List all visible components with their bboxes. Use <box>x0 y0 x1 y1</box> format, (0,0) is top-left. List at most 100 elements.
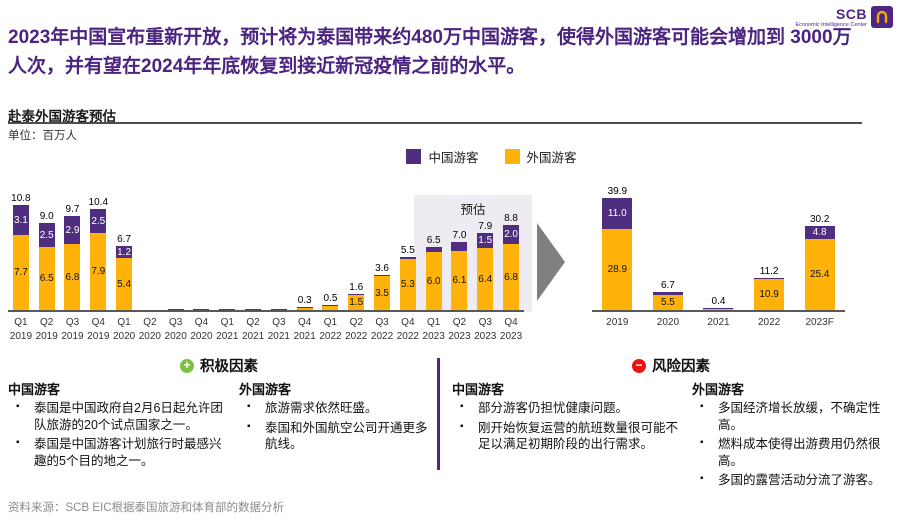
x-axis-label: Q2 2020 <box>138 317 161 342</box>
risk-factor-columns: 中国游客 部分游客仍担忧健康问题。 刚开始恢复运营的航班数量很可能不足以满足初期… <box>452 379 890 492</box>
bar-Q4-2022: 5.5 5.3 <box>395 245 421 310</box>
risk-foreign-column: 外国游客 多国经济增长放缓，不确定性高。 燃料成本使得出游费用仍然很高。 多国的… <box>692 379 890 492</box>
factors-divider <box>437 358 440 470</box>
list-item: 燃料成本使得出游费用仍然很高。 <box>692 436 890 469</box>
segment-foreign <box>296 308 313 310</box>
risk-factors-heading: 风险因素 <box>652 359 710 375</box>
segment-foreign: 3.5 <box>374 276 391 310</box>
x-axis-label: Q3 2019 <box>61 317 84 342</box>
forecast-label: 预估 <box>460 203 486 217</box>
segment-foreign: 6.4 <box>477 248 494 310</box>
x-axis-label: Q1 2019 <box>9 317 33 342</box>
bar-2020: 6.7 5.5 <box>643 280 694 310</box>
source-note: 资料来源：SCB EIC根据泰国旅游和体育部的数据分析 <box>8 502 285 514</box>
annual-bars: 39.9 11.0 28.9 6.7 5.5 0.4 11.2 10.9 30.2 4.8 25.4 <box>592 186 845 312</box>
risk-factors-header: 风险因素 <box>452 355 890 376</box>
bar-Q2-2019: 9.0 2.5 6.5 <box>34 211 60 310</box>
segment-foreign: 10.9 <box>754 279 785 310</box>
x-axis-label: Q3 2021 <box>267 317 290 342</box>
bar-total-label: 7.0 <box>452 230 467 241</box>
scb-emblem-icon <box>871 6 893 28</box>
bar-total-label: 39.9 <box>607 186 628 197</box>
positive-china-list: 泰国是中国政府自2月6日起允许团队旅游的20个试点国家之一。 泰国是中国游客计划… <box>8 400 233 469</box>
x-axis-label: Q2 2023 <box>448 317 471 342</box>
segment-foreign: 5.4 <box>116 258 133 310</box>
legend-label-foreign: 外国游客 <box>526 151 577 165</box>
segment-china: 1.5 <box>477 233 494 248</box>
positive-foreign-column: 外国游客 旅游需求依然旺盛。 泰国和外国航空公司开通更多航线。 <box>239 379 430 472</box>
segment-china <box>219 309 236 310</box>
segment-foreign: 6.5 <box>38 247 55 310</box>
headline: 2023年中国宣布重新开放，预计将为泰国带来约480万中国游客，使得外国游客可能… <box>8 27 852 77</box>
bar-Q1-2019: 10.8 3.1 7.7 <box>8 193 34 310</box>
x-axis-label: Q4 2020 <box>190 317 213 342</box>
segment-china: 2.0 <box>503 225 520 244</box>
bar-Q3-2023: 7.9 1.5 6.4 <box>472 221 498 310</box>
quarterly-x-axis: Q1 2019 Q2 2019 Q3 2019 Q4 2019 Q1 2020 Q2 2020 Q3 20… <box>8 316 524 344</box>
segment-china <box>167 309 184 310</box>
segment-china <box>754 278 785 279</box>
risk-china-list: 部分游客仍担忧健康问题。 刚开始恢复运营的航班数量很可能不足以满足初期阶段的出行… <box>452 400 684 453</box>
bar-total-label: 6.5 <box>426 235 441 246</box>
annual-stacked-bar-chart: 39.9 11.0 28.9 6.7 5.5 0.4 11.2 10.9 30.2 4.8 25.4… <box>592 186 845 330</box>
positive-factors-panel: 积极因素 中国游客 泰国是中国政府自2月6日起允许团队旅游的20个试点国家之一。… <box>8 355 430 472</box>
bar-total-label: 0.4 <box>711 296 726 307</box>
logo-subtitle: Economic Intelligence Center <box>795 21 867 28</box>
bar-Q4-2023: 8.8 2.0 6.8 <box>498 213 524 310</box>
bar-Q4-2019: 10.4 2.5 7.9 <box>85 197 111 310</box>
x-axis-label: Q4 2021 <box>293 317 316 342</box>
bar-total-label: 6.7 <box>660 280 675 291</box>
scb-eic-logo: SCB Economic Intelligence Center <box>795 6 893 28</box>
segment-china <box>296 307 313 308</box>
list-item: 泰国和外国航空公司开通更多航线。 <box>239 420 430 453</box>
bar-Q3-2021 <box>266 309 292 310</box>
bar-2019: 39.9 11.0 28.9 <box>592 186 643 310</box>
bar-total-label: 8.8 <box>504 213 518 224</box>
segment-foreign <box>322 306 339 310</box>
segment-foreign: 28.9 <box>602 229 633 310</box>
plus-circle-icon <box>180 358 194 373</box>
segment-china: 4.8 <box>804 226 835 239</box>
list-item: 旅游需求依然旺盛。 <box>239 400 430 417</box>
bar-Q2-2021 <box>240 309 266 310</box>
bar-total-label: 11.2 <box>759 266 779 277</box>
segment-china: 3.1 <box>12 205 29 235</box>
legend-item-foreign: 外国游客 <box>504 147 577 166</box>
logo-scb-label: SCB <box>835 5 867 22</box>
unit-label: 单位：百万人 <box>8 130 77 142</box>
segment-china <box>322 305 339 306</box>
bar-Q2-2022: 1.6 1.5 <box>343 282 369 310</box>
x-axis-label: Q3 2022 <box>370 317 394 342</box>
segment-china: 2.5 <box>38 223 55 247</box>
bar-total-label: 6.7 <box>117 234 132 245</box>
annual-x-axis: 2019 2020 2021 2022 2023F <box>592 316 845 330</box>
chart-legend: 中国游客 外国游客 <box>40 147 903 166</box>
bar-Q3-2020 <box>163 309 189 310</box>
bar-2021: 0.4 <box>693 296 744 310</box>
positive-china-heading: 中国游客 <box>8 382 61 397</box>
positive-factors-heading: 积极因素 <box>200 359 258 375</box>
segment-china <box>425 247 442 252</box>
x-axis-label: Q1 2021 <box>216 317 239 342</box>
list-item: 多国的露营活动分流了游客。 <box>692 472 890 489</box>
bar-total-label: 7.9 <box>478 221 493 232</box>
bar-2023F: 30.2 4.8 25.4 <box>794 214 845 310</box>
x-axis-label: Q1 2022 <box>319 317 342 342</box>
segment-china: 2.9 <box>64 216 81 244</box>
risk-factors-panel: 风险因素 中国游客 部分游客仍担忧健康问题。 刚开始恢复运营的航班数量很可能不足… <box>452 355 890 492</box>
list-item: 泰国是中国游客计划旅行时最感兴趣的5个目的地之一。 <box>8 436 233 469</box>
logo-text: SCB Economic Intelligence Center <box>795 7 867 29</box>
segment-china: 1.2 <box>116 246 133 258</box>
positive-foreign-list: 旅游需求依然旺盛。 泰国和外国航空公司开通更多航线。 <box>239 400 430 453</box>
x-axis-label: 2021 <box>707 317 730 328</box>
bar-total-label: 30.2 <box>809 214 830 225</box>
segment-china: 2.5 <box>90 209 107 233</box>
x-axis-label: Q3 2020 <box>164 317 187 342</box>
right-arrow-icon <box>537 223 565 301</box>
segment-china <box>245 309 262 310</box>
x-axis-label: Q1 2023 <box>422 317 445 342</box>
positive-factors-header: 积极因素 <box>8 355 430 376</box>
x-axis-label: Q2 2022 <box>345 317 368 342</box>
bar-Q1-2022: 0.5 <box>318 293 344 310</box>
